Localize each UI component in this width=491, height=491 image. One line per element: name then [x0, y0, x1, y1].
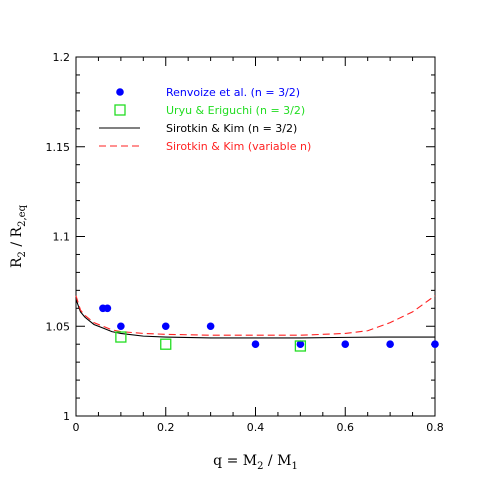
- legend-swatch: [114, 104, 126, 116]
- y-axis-label: R2 / R2,eq: [9, 204, 28, 268]
- legend-label: Uryu & Eriguchi (n = 3/2): [166, 104, 305, 117]
- series-layer: [75, 295, 439, 352]
- legend-label: Renvoize et al. (n = 3/2): [166, 86, 300, 99]
- data-point-0: [161, 322, 170, 331]
- x-tick-label: 0.6: [337, 421, 355, 434]
- legend: Renvoize et al. (n = 3/2) Uryu & Eriguchi…: [99, 86, 311, 153]
- y-tick-label: 1: [63, 410, 70, 423]
- x-axis-label: q = M2 / M1: [213, 453, 298, 472]
- data-point-0: [386, 340, 394, 349]
- y-axis-label-sub1: 2: [17, 251, 28, 257]
- x-axis-label-mid: / M: [263, 453, 291, 469]
- x-tick-label: 0.4: [247, 421, 265, 434]
- data-point-0: [117, 322, 125, 331]
- legend-swatch: [116, 88, 124, 96]
- series-line-3: [75, 295, 436, 336]
- data-point-0: [341, 340, 350, 349]
- axis-ticks: [75, 56, 436, 417]
- legend-label: Sirotkin & Kim (variable n): [166, 140, 311, 153]
- x-axis-label-main: q = M: [213, 453, 257, 469]
- y-tick-label: 1.15: [46, 141, 71, 154]
- y-axis-label-mid: / R: [9, 226, 25, 251]
- x-tick-label: 0.8: [426, 421, 444, 434]
- y-tick-label: 1.2: [53, 51, 71, 64]
- data-point-1: [294, 340, 307, 352]
- data-point-1: [115, 331, 127, 343]
- x-axis-label-sub2: 1: [291, 461, 297, 472]
- data-point-0: [251, 340, 260, 349]
- data-point-1: [160, 338, 172, 350]
- x-tick-label: 0.2: [157, 421, 175, 434]
- x-tick-label: 0: [73, 421, 80, 434]
- y-axis-label-sub2: 2,eq: [17, 204, 28, 226]
- y-tick-label: 1.1: [53, 231, 71, 244]
- y-axis-label-main: R: [9, 257, 25, 268]
- data-point-0: [431, 340, 439, 349]
- data-point-0: [296, 340, 305, 349]
- data-point-0: [206, 322, 215, 331]
- y-tick-label: 1.05: [46, 320, 71, 333]
- x-axis-label-sub1: 2: [257, 461, 263, 472]
- tick-labels: 0 0.2 0.4 0.6 0.8 1 1.05 1.1 1.15 1.2: [46, 51, 444, 434]
- legend-label: Sirotkin & Kim (n = 3/2): [166, 122, 297, 135]
- data-point-0: [103, 304, 112, 313]
- series-line-2: [75, 299, 435, 339]
